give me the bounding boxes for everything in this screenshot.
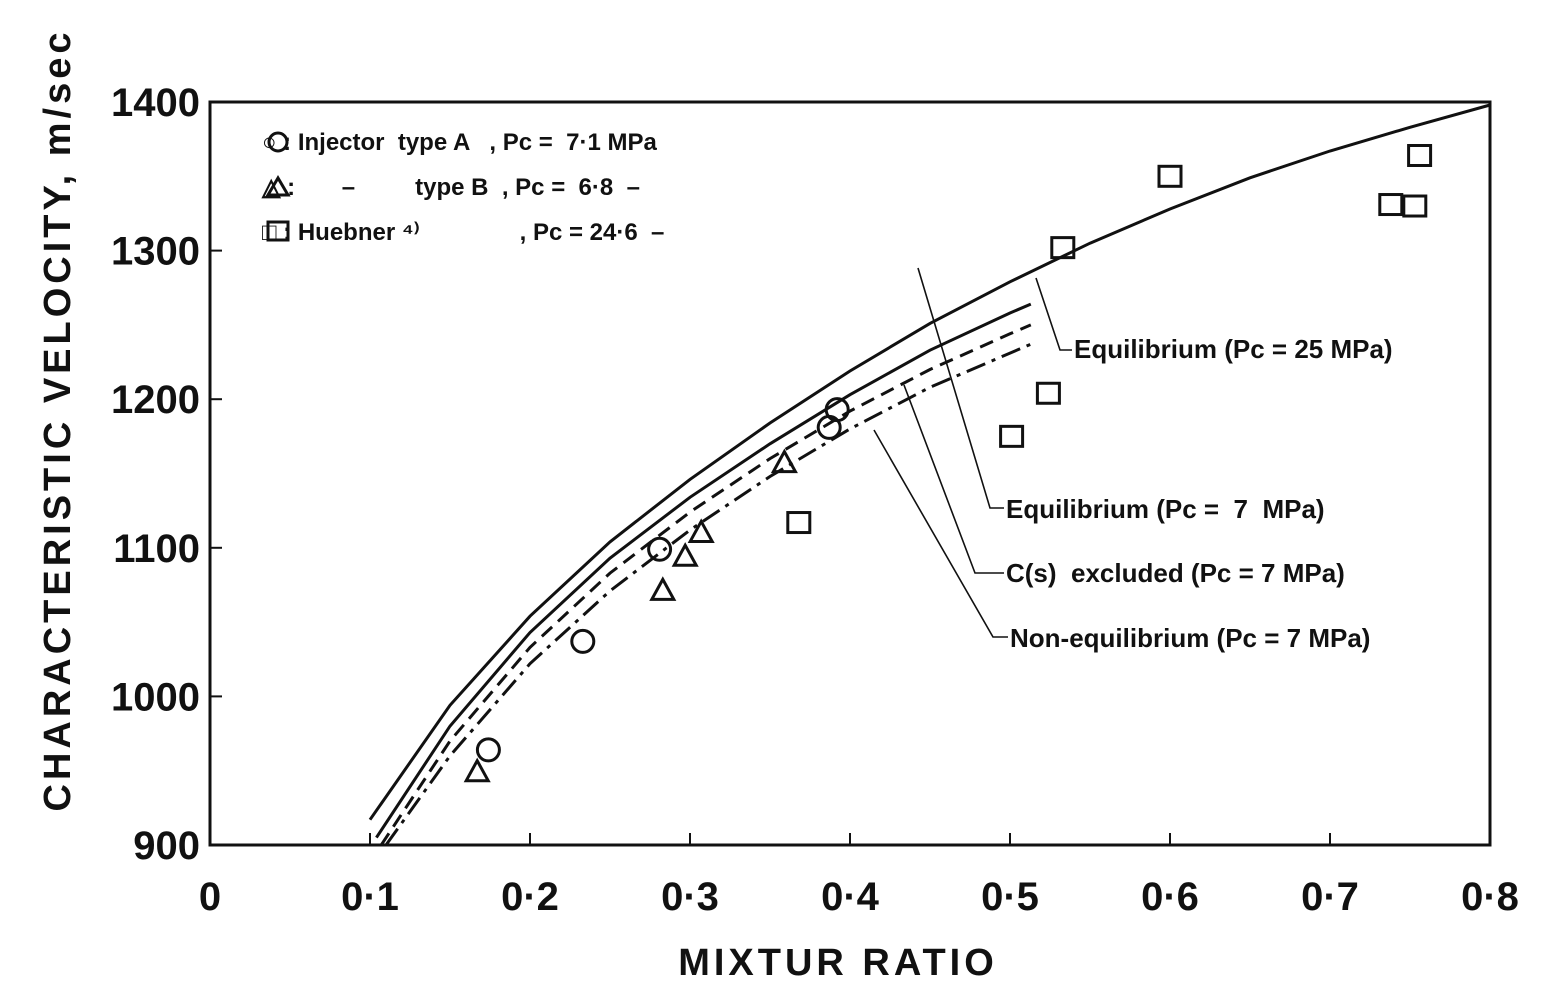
circle-marker (570, 628, 596, 654)
triangle-marker (463, 757, 491, 783)
legend-triangle-symbol (265, 175, 291, 197)
y-axis-title: CHARACTERISTIC VELOCITY, m/sec (37, 29, 79, 812)
axis-ticks: 0 0·1 0·2 0·3 0·4 0·5 0·6 0·7 0·8 900 1000 1100 1200… (111, 81, 1519, 919)
x-tick-label: 0·5 (981, 875, 1039, 919)
annotation-leader-line (903, 384, 1004, 574)
x-tick-label: 0·7 (1301, 875, 1359, 919)
y-tick-label: 1100 (113, 527, 200, 571)
annotation-equilibrium-7: Equilibrium (Pc = 7 MPa) (1006, 494, 1325, 524)
x-tick-label: 0·6 (1141, 875, 1199, 919)
curve-annotations: Equilibrium (Pc = 25 MPa) Equilibrium (P… (873, 267, 1393, 653)
square-marker (1407, 143, 1433, 167)
square-marker (1157, 164, 1183, 188)
legend: ○ : Injector type A , Pc = 7·1 MPa △ : –… (261, 129, 664, 246)
circle-marker (475, 737, 501, 763)
x-tick-label: 0·3 (661, 875, 719, 919)
square-marker (1402, 194, 1428, 218)
x-tick-label: 0·1 (341, 875, 399, 919)
triangle-marker (770, 448, 798, 474)
square-marker (999, 424, 1025, 448)
square-marker (1035, 381, 1061, 405)
x-tick-label: 0·8 (1461, 875, 1519, 919)
triangle-marker (687, 518, 715, 543)
annotation-leader-line (917, 267, 1004, 509)
curve-c-s-excluded-pc-7-mpa (379, 323, 1032, 846)
legend-circle-symbol (267, 131, 289, 153)
y-tick-label: 1300 (111, 230, 200, 274)
circle-marker (647, 536, 673, 562)
triangle-marker (649, 576, 677, 601)
x-tick-label: 0·2 (501, 875, 559, 919)
annotation-leader-line (873, 429, 1008, 638)
legend-square-symbol (266, 220, 290, 242)
plot-area (208, 100, 1492, 847)
y-tick-label: 900 (133, 824, 200, 868)
y-tick-label: 1400 (111, 81, 200, 125)
legend-entry-huebner: □ : Huebner ⁴⁾ , Pc = 24·6 – (262, 219, 664, 246)
square-marker (1050, 236, 1076, 260)
data-markers (463, 143, 1433, 783)
square-marker (786, 511, 812, 535)
square-marker (1378, 193, 1404, 217)
curve-equilibrium-pc-7-mpa (375, 302, 1032, 839)
x-axis-title: MIXTUR RATIO (678, 942, 998, 984)
annotation-leader-line (1035, 277, 1072, 351)
curve-non-equilibrium-pc-7-mpa (384, 342, 1032, 846)
triangle-marker (671, 542, 699, 567)
curve-equilibrium-pc-25-mpa (368, 103, 1491, 821)
annotation-cs-excluded: C(s) excluded (Pc = 7 MPa) (1006, 558, 1345, 588)
x-tick-label: 0 (199, 875, 221, 919)
plot-frame (208, 100, 1492, 847)
x-tick-label: 0·4 (821, 875, 880, 919)
annotation-equilibrium-25: Equilibrium (Pc = 25 MPa) (1074, 334, 1393, 364)
annotation-non-equilibrium: Non-equilibrium (Pc = 7 MPa) (1010, 623, 1370, 653)
circle-marker (824, 397, 850, 423)
y-tick-label: 1000 (111, 675, 200, 719)
legend-entry-type-a: ○ : Injector type A , Pc = 7·1 MPa (262, 129, 657, 156)
y-tick-label: 1200 (111, 378, 200, 422)
legend-entry-type-b: △ : – type B , Pc = 6·8 – (261, 174, 640, 201)
curves (368, 103, 1491, 846)
